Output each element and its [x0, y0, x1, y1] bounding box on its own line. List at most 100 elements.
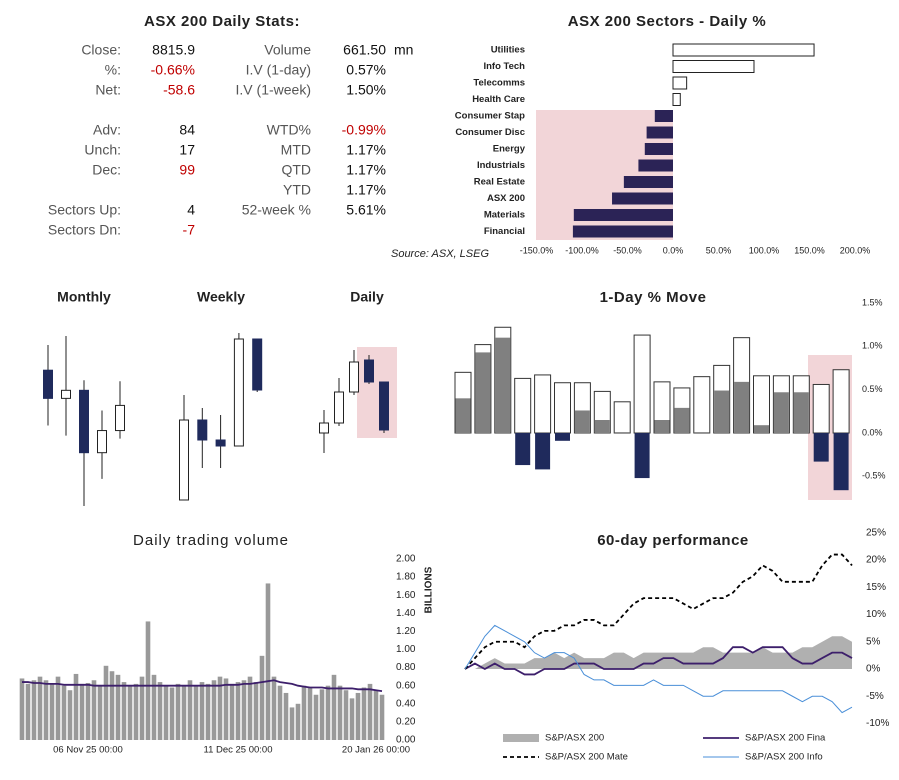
candle-body	[349, 361, 359, 393]
bar	[31, 680, 37, 740]
candle-body	[61, 389, 71, 399]
stat-label: Dec:	[92, 162, 121, 178]
bar	[343, 690, 349, 740]
y-tick-label: 15%	[866, 582, 886, 593]
bar	[25, 683, 31, 740]
candle-body	[97, 430, 107, 454]
stat-label: Net:	[95, 82, 121, 98]
bar	[85, 682, 91, 740]
bar	[313, 694, 319, 740]
stat-value: 1.17%	[346, 182, 386, 198]
y-tick-label: -0.5%	[862, 471, 886, 481]
range-bar	[534, 374, 552, 434]
candle-body	[215, 439, 226, 447]
range-bar	[812, 383, 830, 434]
y-tick-label: Materials	[484, 210, 525, 221]
close-bar	[813, 433, 829, 462]
stat-label: QTD	[281, 162, 311, 178]
close-bar	[574, 410, 590, 433]
y-tick-label: 1.40	[396, 608, 416, 619]
chart-title: Daily	[350, 289, 384, 305]
bar	[145, 621, 151, 740]
y-tick-label: Health Care	[472, 94, 525, 105]
stat-unit: mn	[394, 42, 413, 58]
candle-body	[79, 389, 89, 454]
y-tick-label: Info Tech	[483, 61, 525, 72]
bar	[217, 676, 223, 740]
stat-value: 4	[187, 202, 195, 218]
bar	[373, 690, 379, 740]
stat-label: YTD	[283, 182, 311, 198]
bar	[43, 680, 49, 740]
bar	[672, 43, 815, 57]
close-bar	[773, 392, 789, 433]
close-bar	[515, 433, 531, 466]
range-bar	[633, 334, 651, 434]
stat-value: 8815.9	[152, 42, 195, 58]
bar	[361, 687, 367, 740]
bar	[127, 685, 133, 740]
stat-value: -7	[183, 222, 196, 238]
range-bar	[514, 377, 532, 434]
x-tick-label: 06 Nov 25 00:00	[53, 745, 123, 756]
chart-title: Daily trading volume	[133, 532, 289, 549]
stat-label: 52-week %	[242, 202, 311, 218]
close-bar	[495, 337, 511, 433]
x-tick-label: 0.0%	[663, 245, 684, 255]
legend-swatch	[503, 734, 539, 742]
y-tick-label: 0.0%	[862, 427, 883, 437]
close-bar	[475, 352, 491, 433]
bar	[265, 583, 271, 740]
y-tick-label: Energy	[493, 144, 526, 155]
x-tick-label: 200.0%	[840, 245, 871, 255]
bar	[61, 685, 67, 740]
bar	[91, 680, 97, 740]
y-tick-label: 1.80	[396, 572, 416, 583]
bar	[211, 680, 217, 740]
bar	[79, 683, 85, 740]
stat-value: -0.66%	[151, 62, 195, 78]
close-bar	[714, 390, 730, 433]
legend-label: S&P/ASX 200	[545, 733, 604, 744]
line	[464, 553, 853, 670]
bar	[355, 692, 361, 740]
line	[464, 646, 853, 676]
y-tick-label: Telecomms	[473, 78, 525, 89]
candle-body	[115, 404, 125, 432]
bar	[672, 60, 755, 73]
y-tick-label: 1.20	[396, 626, 416, 637]
y-tick-label: Consumer Disc	[455, 127, 525, 138]
close-bar	[555, 433, 570, 441]
chart-title: ASX 200 Sectors - Daily %	[568, 13, 766, 30]
stat-value: 1.50%	[346, 82, 386, 98]
candle-body	[233, 338, 244, 447]
y-tick-label: 1.0%	[862, 341, 883, 351]
bar	[241, 680, 247, 740]
x-tick-label: -100.0%	[565, 245, 599, 255]
bar	[115, 674, 121, 740]
y-tick-label: 1.5%	[862, 297, 883, 307]
candle-body	[334, 391, 344, 424]
bar	[331, 674, 337, 740]
legend-label: S&P/ASX 200 Info	[745, 752, 823, 763]
stat-value: 84	[179, 122, 195, 138]
stat-label: WTD%	[267, 122, 311, 138]
bar	[205, 683, 211, 740]
close-bar	[634, 433, 650, 479]
bar	[379, 694, 385, 740]
line	[22, 679, 383, 693]
y-tick-label: Real Estate	[474, 177, 525, 188]
y-tick-label: 1.00	[396, 644, 416, 655]
highlight	[357, 347, 397, 438]
y-tick-label: 0.60	[396, 680, 416, 691]
range-bar	[832, 369, 850, 434]
bar	[109, 671, 115, 740]
candle-body	[364, 359, 374, 383]
close-bar	[654, 420, 670, 433]
close-bar	[793, 392, 809, 433]
stat-value: 1.17%	[346, 142, 386, 158]
candle-body	[319, 422, 329, 434]
stat-label: I.V (1-day)	[246, 62, 311, 78]
bar	[157, 682, 163, 740]
